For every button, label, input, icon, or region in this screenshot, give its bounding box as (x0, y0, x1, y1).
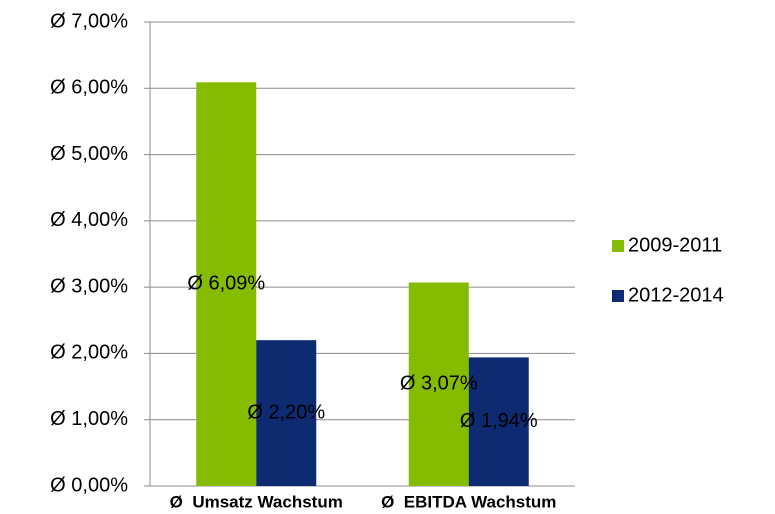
value-label: Ø 1,94% (460, 410, 538, 432)
legend-label: 2009-2011 (628, 234, 722, 256)
bar (256, 340, 317, 486)
y-tick-label: Ø 6,00% (50, 77, 128, 99)
bar (196, 82, 257, 486)
y-tick-label: Ø 4,00% (50, 209, 128, 231)
y-tick-label: Ø 7,00% (50, 10, 128, 32)
legend-swatch (612, 290, 624, 302)
y-tick-label: Ø 5,00% (50, 143, 128, 165)
legend-label: 2012-2014 (628, 284, 724, 306)
y-tick-label: Ø 1,00% (50, 408, 128, 430)
bar (468, 357, 529, 486)
bar (408, 282, 469, 486)
value-label: Ø 2,20% (247, 401, 325, 423)
y-tick-label: Ø 0,00% (50, 474, 128, 496)
x-tick-label: Ø EBITDA Wachstum (381, 492, 556, 511)
legend-swatch (612, 240, 624, 252)
x-tick-label: Ø Umsatz Wachstum (170, 492, 343, 511)
y-tick-label: Ø 2,00% (50, 342, 128, 364)
y-tick-label: Ø 3,00% (50, 275, 128, 297)
value-label: Ø 3,07% (400, 373, 478, 395)
value-label: Ø 6,09% (187, 272, 265, 294)
